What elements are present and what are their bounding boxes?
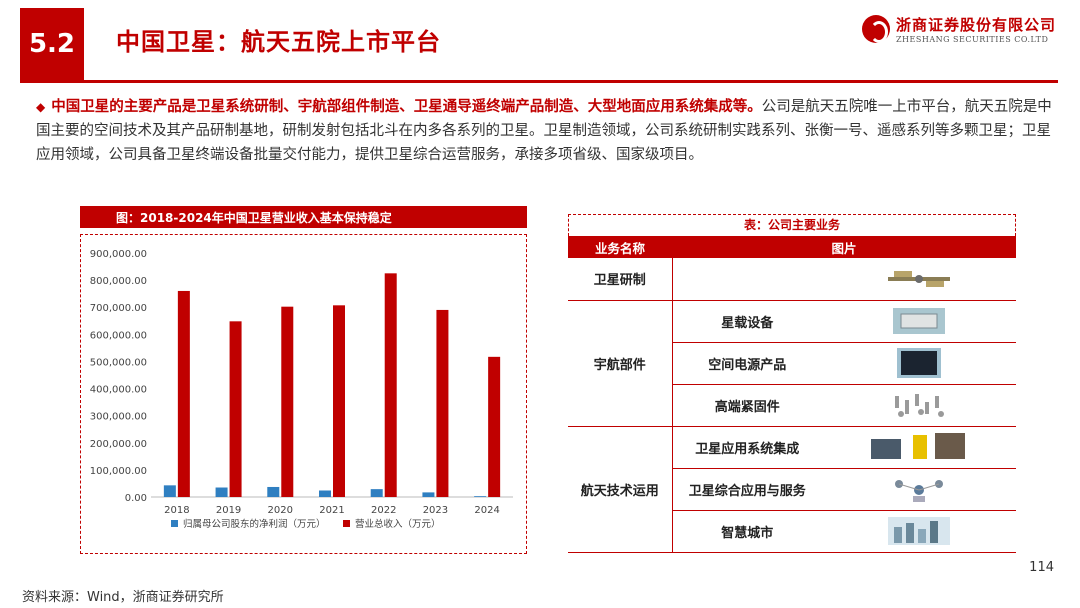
- net-profit-bar: [319, 490, 331, 497]
- y-tick-label: 0.00: [125, 493, 147, 504]
- revenue-bar: [333, 305, 345, 497]
- net-profit-bar: [422, 492, 435, 497]
- x-tick-label: 2023: [423, 505, 448, 516]
- y-tick-label: 200,000.00: [90, 439, 147, 450]
- column-header-image: 图片: [672, 236, 1016, 258]
- comprehensive-service-image: [822, 468, 1016, 511]
- fastener-image: [822, 384, 1016, 427]
- y-tick-label: 400,000.00: [90, 385, 147, 396]
- source-note: 资料来源：Wind，浙商证券研究所: [22, 590, 224, 605]
- revenue-chart: 0.00 100,000.00 200,000.00 300,000.00 400,00…: [80, 234, 527, 554]
- table-row: 宇航部件 星载设备: [568, 300, 1016, 427]
- x-tick-label: 2019: [216, 505, 241, 516]
- table-row: 卫星综合应用与服务: [568, 468, 1016, 511]
- section-number-badge: 5.2: [20, 8, 84, 80]
- business-subitem: 智慧城市: [672, 510, 822, 553]
- x-tick-label: 2024: [474, 505, 499, 516]
- table-row: 卫星研制: [568, 258, 1016, 301]
- x-tick-label: 2021: [319, 505, 344, 516]
- header-divider: [20, 80, 1058, 83]
- revenue-chart-svg: 0.00 100,000.00 200,000.00 300,000.00 400,00…: [90, 249, 513, 530]
- logo-english-name: ZHESHANG SECURITIES CO.LTD: [895, 35, 1049, 44]
- intro-paragraph: ◆ 中国卫星的主要产品是卫星系统研制、宇航部组件制造、卫星通导遥终端产品制造、大型…: [36, 95, 1054, 167]
- revenue-bar: [488, 356, 501, 497]
- business-category: 卫星研制: [568, 258, 673, 301]
- business-category: 航天技术运用: [568, 426, 673, 553]
- business-subitem: 卫星应用系统集成: [672, 426, 822, 469]
- logo-mark-icon: [861, 15, 890, 43]
- business-table: 业务名称 图片 卫星研制 宇航部件 星载设备 空间电源产品 高端紧固件 航天技术…: [568, 236, 1016, 553]
- y-tick-label: 700,000.00: [90, 303, 147, 314]
- table-row: 空间电源产品: [568, 342, 1016, 385]
- bullet-diamond-icon: ◆: [36, 100, 46, 114]
- legend-label-net-profit: 归属母公司股东的净利润（万元）: [183, 518, 326, 530]
- legend-swatch-revenue: [343, 520, 350, 527]
- system-integration-image: [822, 426, 1016, 469]
- net-profit-bar: [163, 485, 176, 497]
- table-title: 表：公司主要业务: [568, 214, 1016, 236]
- revenue-bar: [177, 290, 190, 497]
- business-subitem: 卫星综合应用与服务: [672, 468, 822, 511]
- business-subitem: 星载设备: [672, 300, 822, 343]
- net-profit-bar: [474, 496, 487, 497]
- y-tick-label: 600,000.00: [90, 330, 147, 341]
- legend-label-revenue: 营业总收入（万元）: [355, 518, 441, 530]
- logo-chinese-name: 浙商证券股份有限公司: [895, 16, 1056, 34]
- table-row: 高端紧固件: [568, 384, 1016, 427]
- y-tick-label: 800,000.00: [90, 276, 147, 287]
- revenue-bar: [281, 306, 294, 497]
- intro-highlight: 中国卫星的主要产品是卫星系统研制、宇航部组件制造、卫星通导遥终端产品制造、大型地…: [51, 99, 762, 115]
- page-title: 中国卫星：航天五院上市平台: [116, 28, 441, 56]
- revenue-bar: [436, 309, 449, 497]
- business-subitem: 空间电源产品: [672, 342, 822, 385]
- legend-swatch-net-profit: [171, 520, 178, 527]
- onboard-equipment-image: [822, 300, 1016, 343]
- page-number: 114: [1029, 560, 1054, 575]
- x-tick-label: 2018: [164, 505, 189, 516]
- x-tick-label: 2020: [268, 505, 293, 516]
- power-product-image: [822, 342, 1016, 385]
- satellite-image: [822, 258, 1016, 301]
- business-category: 宇航部件: [568, 300, 673, 427]
- y-tick-label: 100,000.00: [90, 466, 147, 477]
- x-tick-label: 2022: [371, 505, 396, 516]
- y-tick-label: 500,000.00: [90, 357, 147, 368]
- net-profit-bar: [370, 489, 383, 497]
- chart-title: 图：2018-2024年中国卫星营业收入基本保持稳定: [80, 206, 527, 228]
- y-tick-label: 900,000.00: [90, 249, 147, 260]
- revenue-bar: [229, 321, 242, 497]
- net-profit-bar: [215, 487, 228, 497]
- table-row: 航天技术运用 卫星应用系统集成: [568, 426, 1016, 553]
- smart-city-image: [822, 510, 1016, 553]
- net-profit-bar: [267, 486, 280, 497]
- table-row: 智慧城市: [568, 510, 1016, 553]
- revenue-bar: [384, 273, 397, 497]
- company-logo: 浙商证券股份有限公司 ZHESHANG SECURITIES CO.LTD: [861, 14, 1056, 44]
- intro-body: 公司是航天五院唯一上市平台，航天五院是中国主要的空间技术及其产品研制基地，研制发…: [36, 99, 1052, 163]
- business-subitem: 高端紧固件: [672, 384, 822, 427]
- y-tick-label: 300,000.00: [90, 412, 147, 423]
- column-header-name: 业务名称: [568, 236, 672, 258]
